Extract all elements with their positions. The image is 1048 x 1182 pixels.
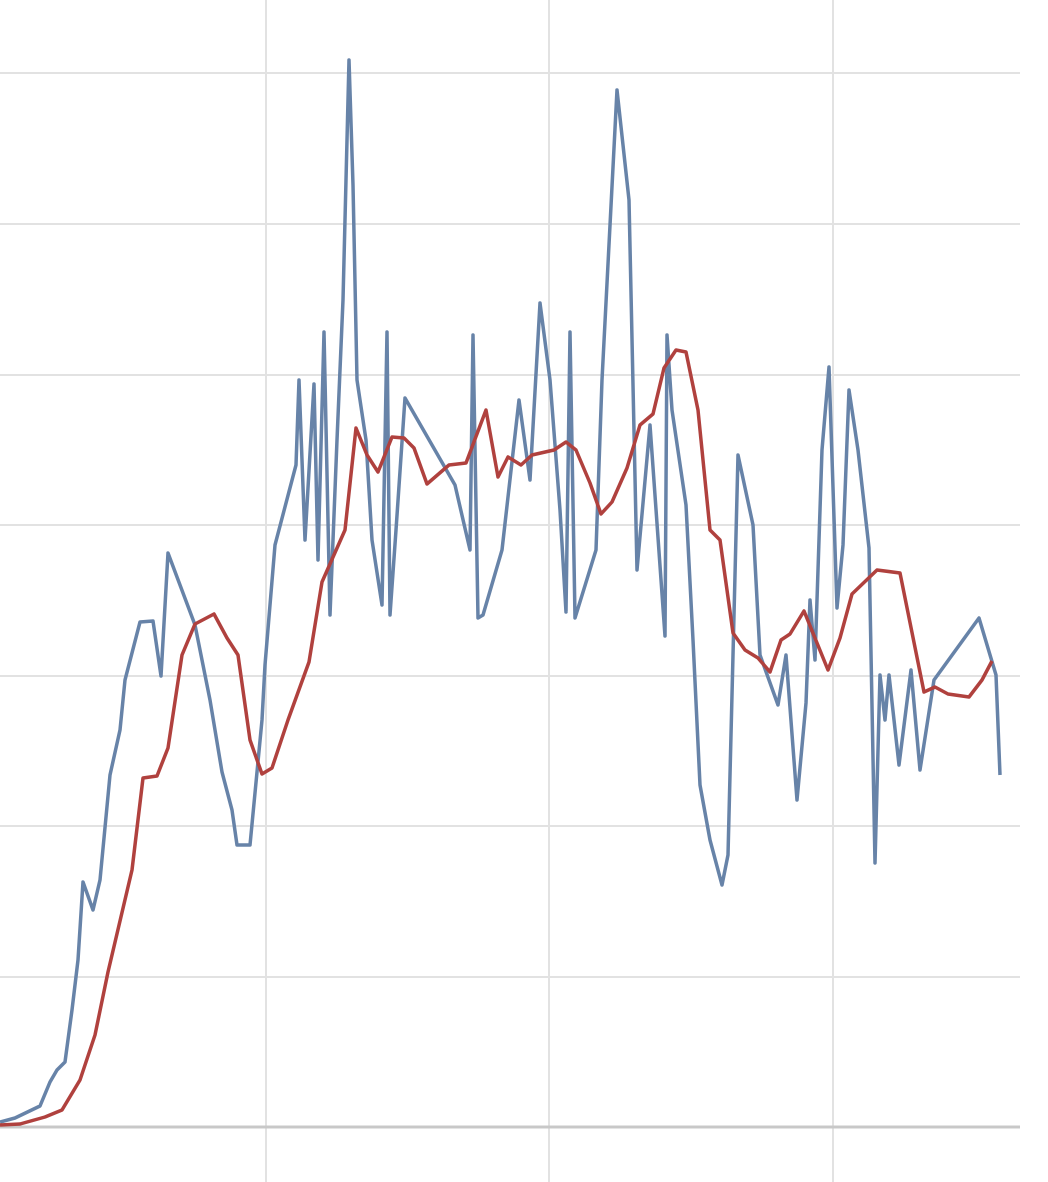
- series-line: [0, 58, 1002, 1124]
- series-line: [0, 348, 994, 1127]
